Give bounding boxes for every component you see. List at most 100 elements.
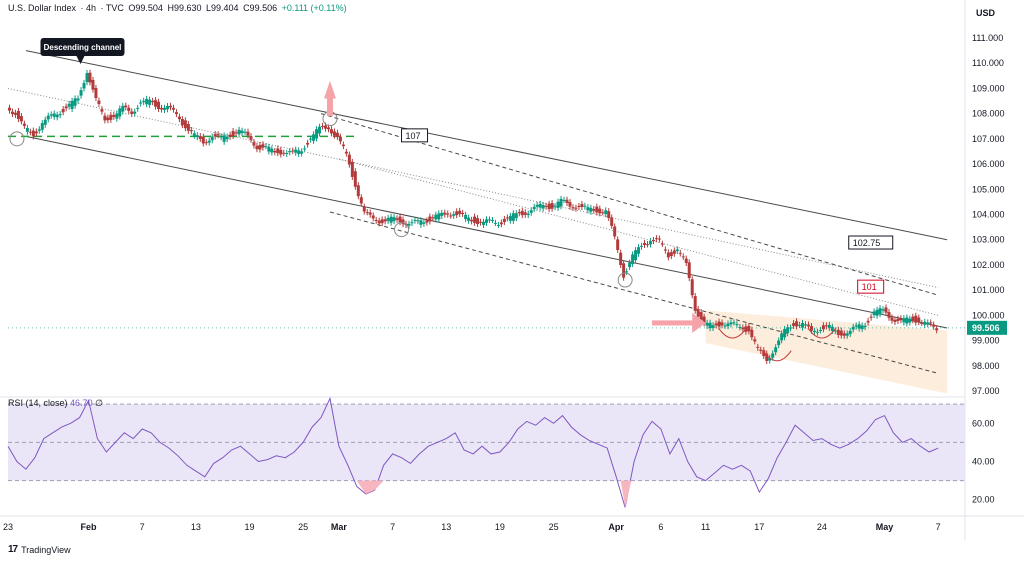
- red-arc-marker: [807, 327, 837, 339]
- red-arc-marker: [762, 350, 792, 362]
- candle-body: [258, 145, 262, 150]
- candle-body: [219, 136, 223, 138]
- rsi-header[interactable]: RSI (14, close) 46.70 ∅: [8, 398, 103, 409]
- candle-body: [490, 220, 494, 222]
- candle-body: [798, 324, 802, 326]
- target-zone: [705, 310, 948, 394]
- last-price-tag-box: [967, 320, 1007, 335]
- candle-body: [726, 323, 730, 327]
- candle-body: [264, 146, 268, 148]
- candle-body: [79, 90, 83, 96]
- candle-body: [467, 217, 471, 221]
- candle-body: [222, 135, 226, 142]
- candle-body: [857, 324, 861, 329]
- data-source: TVC: [105, 3, 124, 13]
- candle-body: [163, 107, 167, 110]
- candle-body: [520, 210, 524, 216]
- time-axis-tick: 13: [191, 522, 201, 532]
- candle-body: [171, 107, 175, 110]
- candle-body: [720, 322, 724, 326]
- candle-body: [580, 203, 584, 207]
- price-axis-tick: 102.000: [972, 260, 1005, 270]
- candle-body: [410, 222, 414, 224]
- candle-body: [115, 113, 119, 119]
- candle-body: [347, 154, 351, 165]
- candle-body: [154, 100, 158, 107]
- candle-body: [756, 346, 760, 348]
- channel-upper-line: [25, 50, 948, 241]
- candle-body: [783, 328, 787, 338]
- candle-body: [479, 221, 483, 223]
- candle-body: [449, 215, 453, 217]
- candle-body: [43, 119, 47, 125]
- candle-body: [684, 258, 688, 263]
- candle-body: [854, 325, 858, 327]
- price-axis-tick: 101.000: [972, 285, 1005, 295]
- time-axis-tick: Feb: [80, 522, 97, 532]
- price-axis-tick: 111.000: [972, 33, 1003, 43]
- candle-body: [297, 150, 301, 154]
- candle-body: [872, 311, 876, 316]
- time-axis-tick: 13: [441, 522, 451, 532]
- price-axis-tick: 105.000: [972, 184, 1005, 194]
- time-axis-tick: 6: [658, 522, 663, 532]
- candle-body: [434, 214, 438, 220]
- candle-body: [687, 262, 691, 279]
- candle-body: [240, 130, 244, 134]
- candle-body: [16, 110, 20, 120]
- candle-body: [55, 114, 59, 118]
- candle-body: [398, 216, 402, 223]
- pivot-circle-marker: [617, 272, 633, 288]
- candle-body: [309, 138, 313, 140]
- candle-body: [517, 212, 521, 214]
- candle-body: [446, 213, 450, 215]
- level-107-label-box: [401, 128, 429, 143]
- candle-body: [678, 252, 682, 254]
- candle-body: [324, 125, 328, 129]
- candle-body: [210, 136, 214, 141]
- symbol-name: U.S. Dollar Index: [8, 3, 77, 13]
- rsi-value: 46.70: [70, 398, 93, 408]
- candle-body: [145, 98, 149, 105]
- candle-body: [31, 130, 35, 137]
- candle-body: [368, 212, 372, 215]
- candle-body: [839, 330, 843, 336]
- candle-body: [195, 135, 199, 138]
- candle-body: [103, 115, 107, 121]
- candle-body: [458, 210, 462, 214]
- candle-body: [801, 323, 805, 328]
- candle-body: [341, 144, 345, 147]
- candle-body: [255, 145, 259, 150]
- candle-body: [371, 215, 375, 219]
- candle-body: [288, 151, 292, 153]
- candle-body: [112, 115, 116, 117]
- candle-body: [174, 112, 178, 115]
- symbol-header[interactable]: U.S. Dollar Index · 4h · TVC O99.504 H99…: [8, 3, 347, 13]
- candle-body: [693, 296, 697, 311]
- tradingview-brand[interactable]: 17 TradingView: [8, 544, 71, 555]
- currency-label[interactable]: USD: [976, 8, 996, 18]
- candle-body: [416, 220, 420, 222]
- level-107-label: 107: [406, 131, 421, 141]
- candle-body: [929, 322, 933, 324]
- candle-body: [386, 217, 390, 221]
- price-axis-tick: 99.000: [972, 336, 1000, 346]
- rsi-tail: ∅: [95, 398, 103, 408]
- candle-body: [243, 131, 247, 133]
- candle-body: [443, 212, 447, 215]
- time-axis-tick: 7: [390, 522, 395, 532]
- ohlc-close: C99.506: [243, 3, 278, 13]
- rsi-axis-tick: 20.00: [972, 495, 995, 505]
- candle-body: [544, 205, 548, 207]
- candle-body: [550, 203, 554, 209]
- candle-body: [216, 134, 220, 136]
- candle-body: [881, 309, 885, 311]
- candle-body: [890, 317, 894, 321]
- candle-body: [270, 148, 274, 153]
- price-axis-tick: 110.000: [972, 58, 1004, 68]
- candle-body: [291, 150, 295, 152]
- candle-body: [845, 333, 849, 336]
- candle-body: [91, 79, 95, 90]
- candle-body: [485, 219, 488, 223]
- candle-body: [225, 136, 229, 140]
